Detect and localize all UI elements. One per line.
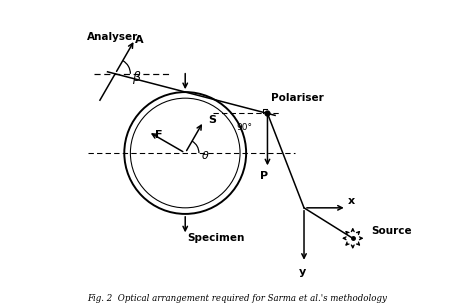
Text: 90°: 90° [237, 123, 253, 132]
Text: P: P [260, 171, 268, 181]
Text: $\theta$: $\theta$ [201, 149, 210, 161]
Text: Specimen: Specimen [187, 233, 245, 243]
Text: Source: Source [371, 226, 411, 236]
Text: A: A [135, 35, 144, 45]
Text: x: x [348, 196, 356, 206]
Text: Analyser: Analyser [86, 32, 138, 42]
Text: F: F [155, 130, 162, 140]
Text: S: S [208, 114, 216, 125]
Text: y: y [299, 267, 306, 277]
Text: Polariser: Polariser [271, 93, 323, 103]
Text: $\beta$: $\beta$ [132, 69, 142, 86]
Text: Fig. 2  Optical arrangement required for Sarma et al.'s methodology: Fig. 2 Optical arrangement required for … [87, 294, 387, 303]
